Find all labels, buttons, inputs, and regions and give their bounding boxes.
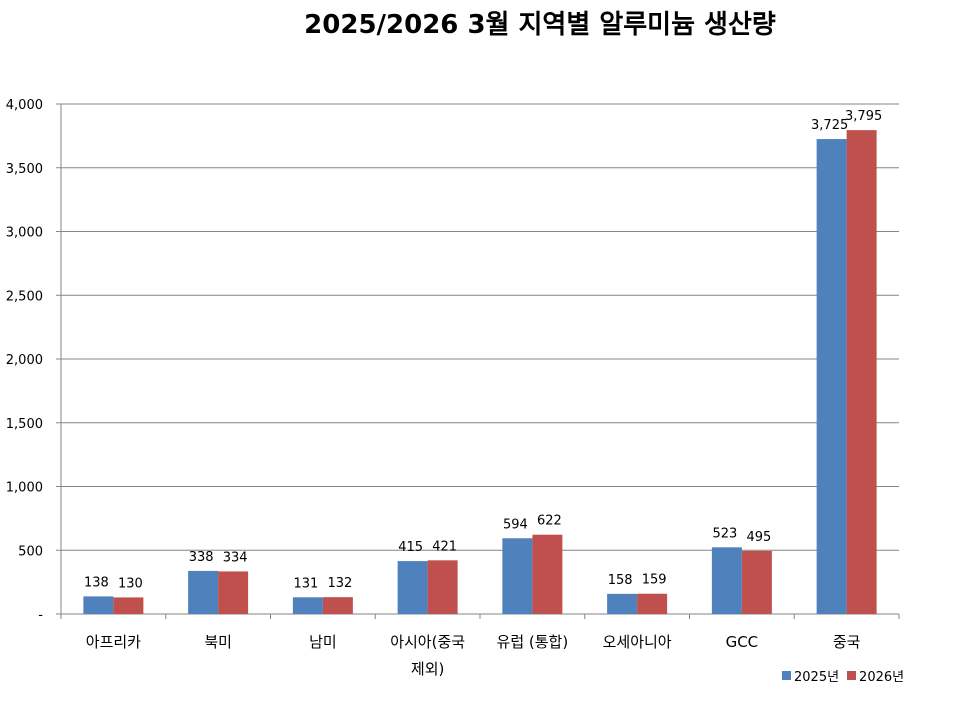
data-label: 334 bbox=[223, 550, 248, 565]
bar bbox=[846, 130, 877, 614]
data-label: 158 bbox=[608, 573, 633, 588]
bar bbox=[502, 538, 533, 614]
legend-label-2025: 2025년 bbox=[794, 670, 840, 685]
legend-label-2026: 2026년 bbox=[859, 670, 905, 685]
data-label: 3,725 bbox=[811, 118, 848, 133]
bar bbox=[113, 597, 144, 614]
bar bbox=[532, 534, 563, 614]
data-label: 131 bbox=[293, 576, 318, 591]
x-tick-label: 아프리카 bbox=[86, 633, 141, 651]
chart-title: 2025/2026 3월 지역별 알루미늄 생산량 bbox=[304, 10, 776, 40]
legend-item-2025: 2025년 bbox=[782, 666, 839, 685]
data-label: 415 bbox=[398, 540, 423, 555]
legend-item-2026: 2026년 bbox=[847, 666, 904, 685]
x-tick-label: 남미 bbox=[309, 633, 337, 651]
data-label: 3,795 bbox=[845, 109, 882, 124]
x-tick-label: 오세아니아 bbox=[603, 633, 672, 651]
y-tick-label: 3,500 bbox=[6, 162, 43, 177]
x-tick-label: 북미 bbox=[204, 633, 232, 651]
bar bbox=[607, 593, 638, 614]
bar bbox=[188, 570, 219, 614]
legend-swatch-2025 bbox=[782, 671, 791, 680]
data-label: 622 bbox=[537, 514, 562, 529]
x-tick-label: GCC bbox=[726, 633, 759, 651]
y-tick-label: 2,000 bbox=[6, 353, 43, 368]
data-label: 594 bbox=[503, 517, 528, 532]
y-tick-label: 500 bbox=[18, 544, 43, 559]
bar bbox=[218, 571, 249, 614]
y-tick-label: 3,000 bbox=[6, 226, 43, 241]
x-tick-label: 아시아(중국 bbox=[390, 633, 465, 651]
y-tick-label: 4,000 bbox=[6, 98, 43, 113]
bar bbox=[816, 139, 847, 614]
bar bbox=[637, 593, 668, 614]
data-label: 495 bbox=[746, 530, 771, 545]
bar bbox=[741, 550, 772, 614]
bar bbox=[322, 597, 353, 614]
data-label: 523 bbox=[712, 526, 737, 541]
bar bbox=[427, 560, 458, 614]
x-tick-label: 중국 bbox=[833, 633, 861, 651]
y-tick-label: 2,500 bbox=[6, 289, 43, 304]
data-label: 421 bbox=[432, 539, 457, 554]
bar bbox=[397, 561, 428, 614]
x-tick-label: 유럽 (통합) bbox=[497, 633, 569, 651]
legend-swatch-2026 bbox=[847, 671, 857, 680]
y-tick-label: 1,500 bbox=[6, 417, 43, 432]
bar bbox=[83, 596, 114, 614]
data-label: 132 bbox=[327, 576, 352, 591]
data-label: 159 bbox=[642, 573, 667, 588]
data-label: 338 bbox=[189, 550, 214, 565]
legend: 2025년 2026년 bbox=[782, 666, 908, 685]
bar bbox=[711, 547, 742, 614]
y-tick-label: - bbox=[38, 608, 43, 623]
y-tick-label: 1,000 bbox=[6, 481, 43, 496]
data-label: 130 bbox=[118, 576, 143, 591]
data-label: 138 bbox=[84, 575, 109, 590]
bar bbox=[292, 597, 323, 614]
x-tick-label: 제외) bbox=[411, 660, 444, 678]
